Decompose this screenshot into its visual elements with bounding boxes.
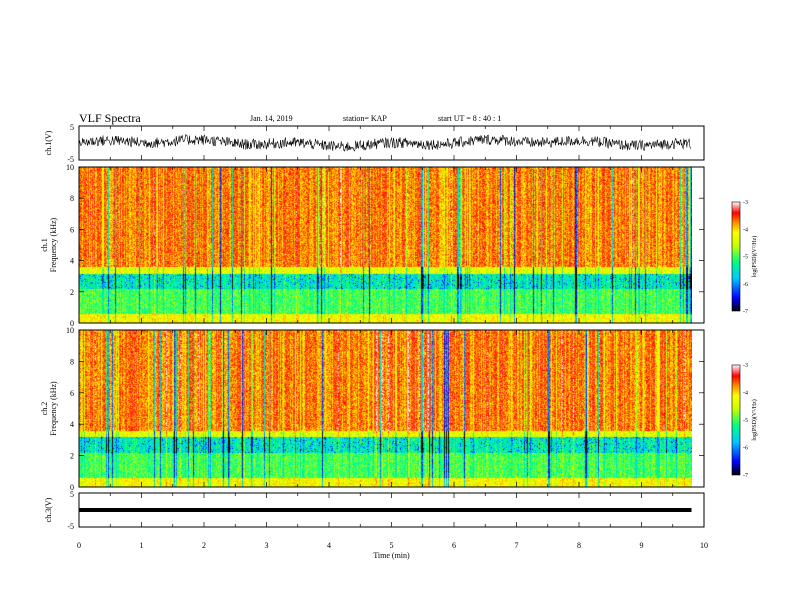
start-time-label: start UT = 8 : 40 : 1 <box>438 114 502 123</box>
x-tick-label: 3 <box>265 541 269 550</box>
x-tick-label: 4 <box>327 541 331 550</box>
ch2-ytick: 6 <box>70 389 74 398</box>
ch1-colorbar-label: log(PSD)(V²/Hz) <box>751 236 758 277</box>
x-tick-label: 0 <box>77 541 81 550</box>
ch2-ytick: 8 <box>70 357 74 366</box>
x-tick-label: 10 <box>700 541 708 550</box>
ch2-colorbar-label: log(PSD)(V²/Hz) <box>751 399 758 440</box>
ch2-ytick: 10 <box>66 326 74 335</box>
ch1-ylabel-freq: Frequency (kHz) <box>49 217 58 272</box>
ch3-ylabel: ch.3(V) <box>44 497 53 522</box>
ch2-colorbar <box>731 364 741 476</box>
x-tick-label: 6 <box>452 541 456 550</box>
ch1-ytick: 6 <box>70 225 74 234</box>
ch2-colorbar-tick: -7 <box>743 473 748 479</box>
ch1-ytick-bottom: -5 <box>67 155 74 164</box>
ch1-ytick-top: 5 <box>70 123 74 132</box>
ch1-spectrogram-image <box>79 167 692 323</box>
ch1-colorbar-tick: -5 <box>743 255 748 261</box>
ch3-ytick-top: 5 <box>70 490 74 499</box>
x-axis-label: Time (min) <box>373 551 410 560</box>
ch2-ylabel-channel: ch.2 <box>40 402 49 416</box>
x-tick-label: 2 <box>202 541 206 550</box>
date-label: Jan. 14, 2019 <box>250 114 293 123</box>
ch2-ylabel-freq: Frequency (kHz) <box>49 381 58 436</box>
ch1-colorbar <box>731 201 741 312</box>
x-tick-label: 8 <box>577 541 581 550</box>
ch2-ytick: 0 <box>70 483 74 492</box>
ch1-ytick: 4 <box>70 257 74 266</box>
ch1-ytick: 10 <box>66 163 74 172</box>
x-tick-label: 1 <box>140 541 144 550</box>
ch3-ytick-bottom: -5 <box>67 522 74 531</box>
x-tick-label: 5 <box>390 541 394 550</box>
ch1-colorbar-tick: -7 <box>743 309 748 315</box>
ch2-ytick: 2 <box>70 452 74 461</box>
ch2-colorbar-tick: -5 <box>743 418 748 424</box>
ch1-ytick: 0 <box>70 319 74 328</box>
ch1-ytick: 2 <box>70 288 74 297</box>
ch1-colorbar-tick: -6 <box>743 282 748 288</box>
ch2-ytick: 4 <box>70 420 74 429</box>
x-tick-label: 7 <box>515 541 519 550</box>
ch1-colorbar-tick: -3 <box>743 200 748 206</box>
ch1-ytick: 8 <box>70 194 74 203</box>
x-tick-label: 9 <box>640 541 644 550</box>
ch1-colorbar-tick: -4 <box>743 227 748 233</box>
ch1-waveform-line <box>78 133 692 152</box>
ch1-ylabel-channel: ch.1 <box>40 238 49 252</box>
ch2-colorbar-tick: -3 <box>743 363 748 369</box>
ch2-colorbar-tick: -6 <box>743 446 748 452</box>
ch2-spectrogram-image <box>79 330 692 487</box>
ch2-colorbar-tick: -4 <box>743 391 748 397</box>
station-label: station= KAP <box>343 114 387 123</box>
figure-title: VLF Spectra <box>79 111 141 125</box>
ch1-ylabel: ch.1(V) <box>44 130 53 155</box>
